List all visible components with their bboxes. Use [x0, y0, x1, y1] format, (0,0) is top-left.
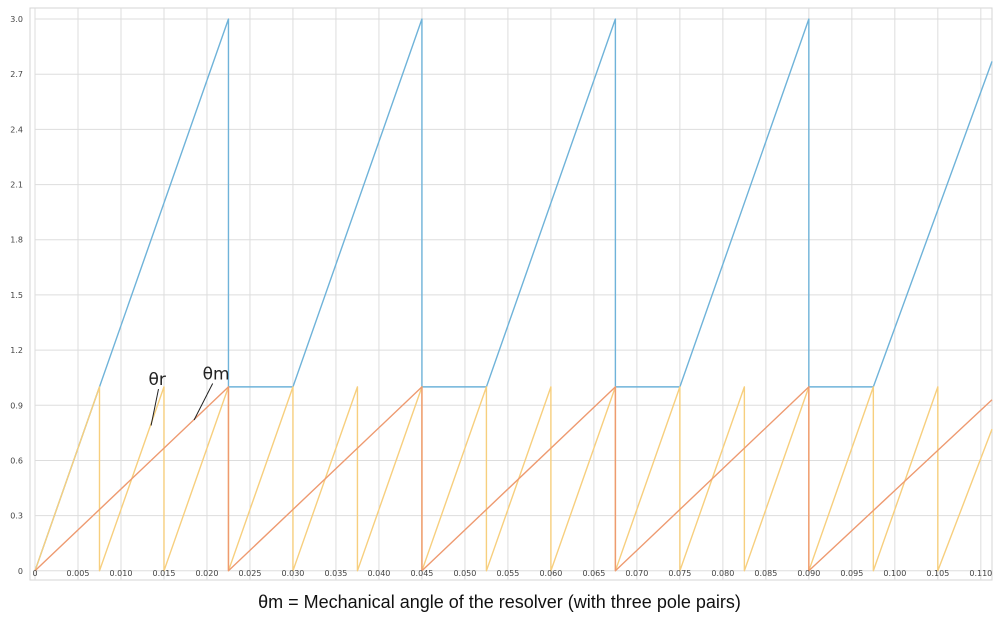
y-tick-label: 0	[18, 567, 23, 576]
y-tick-label: 1.2	[10, 346, 23, 355]
y-tick-label: 0.9	[10, 401, 23, 410]
annotation-leader	[150, 388, 159, 426]
x-tick-label: 0.045	[410, 569, 433, 578]
grid	[34, 8, 992, 580]
x-tick-label: 0.010	[110, 569, 133, 578]
series-orange-line	[34, 386, 993, 572]
y-tick-label: 0.3	[10, 512, 23, 521]
x-tick-label: 0.085	[754, 569, 777, 578]
plot-background	[29, 7, 993, 581]
x-tick-label: 0.080	[711, 569, 734, 578]
x-tick-label: 0.015	[153, 569, 176, 578]
y-tick-label: 2.1	[10, 181, 23, 190]
x-tick-label: 0.060	[539, 569, 562, 578]
annotation-label: θm	[203, 365, 230, 385]
x-tick-label: 0.110	[969, 569, 992, 578]
y-tick-label: 1.5	[10, 291, 23, 300]
y-tick-label: 2.7	[10, 70, 23, 79]
y-tick-label: 2.4	[10, 125, 23, 134]
x-tick-label: 0.020	[196, 569, 219, 578]
x-tick-label: 0.025	[239, 569, 262, 578]
y-tick-label: 3.0	[10, 15, 23, 24]
x-tick-label: 0.040	[367, 569, 390, 578]
annotations: θr θm	[148, 365, 230, 426]
x-tick-label: 0.105	[926, 569, 949, 578]
annotation-leader	[193, 383, 214, 421]
figure-caption: θm = Mechanical angle of the resolver (w…	[258, 592, 741, 612]
annotation-label: θr	[148, 370, 165, 390]
x-tick-label: 0	[32, 569, 37, 578]
x-tick-label: 0.035	[324, 569, 347, 578]
x-tick-label: 0.055	[496, 569, 519, 578]
x-tick-label: 0.050	[453, 569, 476, 578]
x-tick-label: 0.100	[883, 569, 906, 578]
y-tick-label: 1.8	[10, 236, 23, 245]
x-tick-label: 0.030	[281, 569, 304, 578]
y-tick-label: 0.6	[10, 456, 23, 465]
series-lines	[34, 18, 993, 572]
x-tick-label: 0.070	[625, 569, 648, 578]
x-tick-label: 0.090	[797, 569, 820, 578]
tick-labels: 0 0.005 0.010 0.015 0.020 0.025 0.030 0.035 0.04…	[10, 15, 992, 578]
x-tick-label: 0.065	[582, 569, 605, 578]
x-tick-label: 0.095	[840, 569, 863, 578]
x-tick-label: 0.005	[67, 569, 90, 578]
x-tick-label: 0.075	[668, 569, 691, 578]
